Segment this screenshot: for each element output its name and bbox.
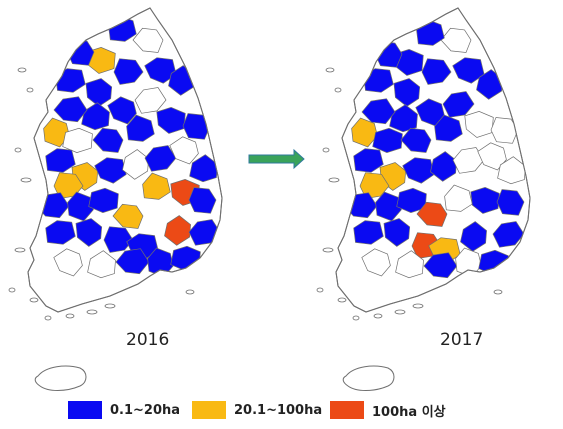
map-2016-region [144,145,177,172]
map-2017-region [372,127,403,153]
map-2017-island [322,247,334,253]
map-2016-region [182,113,211,140]
legend-swatch-large [330,401,364,419]
map-2016-region [107,96,137,125]
map-2017 [316,7,531,391]
map-2017-region [361,248,391,277]
map-2017-island [316,287,324,293]
map-2017-region [496,189,525,216]
map-2017-island [325,67,335,73]
year-label-2017: 2017 [440,330,484,350]
map-2017-island [394,309,406,315]
map-2017-region [361,98,396,125]
map-2016-region [92,127,124,153]
map-2016-island [14,247,26,253]
legend-item-large: 100ha 이상 [330,400,446,420]
map-2017-region [492,221,525,248]
map-2016-region [132,27,164,53]
map-2016-region [62,127,93,153]
map-2016-island [104,303,116,309]
map-2017-island [412,303,424,309]
map-2016-region [103,226,134,253]
map-2016-region [142,172,171,200]
map-2016-region [45,148,76,173]
map-2016-region [75,218,103,247]
map-2016-island [65,313,75,319]
map-2017-region [434,114,463,142]
legend-label-small: 0.1~20ha [110,402,181,418]
legend-label-medium: 20.1~100ha [234,402,323,418]
map-2017-island [493,289,503,295]
map-2016-region [126,114,155,142]
map-2017-region [400,127,432,153]
map-2016-island [29,297,39,303]
map-2016 [8,7,223,391]
map-2017-island [334,87,342,93]
map-2017-region [383,218,411,247]
map-2016-region [94,157,127,184]
map-2017-region [353,220,384,245]
map-2017-region [421,58,452,85]
map-2016-region [87,250,116,279]
legend-swatch-medium [192,401,226,419]
map-2016-region [115,248,150,275]
map-2017-region [353,148,384,173]
map-2017-island [337,297,347,303]
map-2017-region [359,172,390,199]
map-2017-island [328,177,340,183]
map-2017-region [395,250,424,279]
map-2016-region [113,58,144,85]
map-2016-region [43,117,70,148]
map-2017-region [351,117,378,148]
map-2016-region [45,220,76,245]
legend-swatch-small [68,401,102,419]
map-2017-region [477,142,507,171]
map-2016-jeju-island [34,365,87,391]
map-2016-island [86,309,98,315]
map-2017-island [322,147,330,153]
map-2017-jeju-island [342,365,395,391]
map-2016-region [144,57,177,84]
map-2017-region [470,187,500,214]
map-2016-island [20,177,32,183]
map-2016-island [14,147,22,153]
map-2016-region [188,187,217,214]
map-2017-region [396,187,427,213]
map-2016-island [26,87,34,93]
map-2017-region [452,57,485,84]
map-2016-region [169,136,199,165]
map-2016-island [17,67,27,73]
map-2016-region [53,96,88,123]
map-2017-region [464,111,494,138]
map-2017-region [402,157,435,184]
legend-item-small: 0.1~20ha [68,400,180,420]
map-2016-region [164,215,191,246]
map-2017-region [444,184,473,212]
right-arrow-icon [248,148,305,170]
map-2017-region [416,201,448,227]
map-2016-region [112,203,144,229]
map-2017-region [452,147,485,174]
map-2016-region [134,87,167,114]
map-2016-island [185,289,195,295]
year-label-2016: 2016 [126,330,170,350]
legend-item-medium: 20.1~100ha [192,400,322,420]
map-2017-island [352,315,360,321]
map-2016-region [156,107,186,134]
map-2016-island [44,315,52,321]
map-2017-island [373,313,383,319]
map-2017-region [490,117,519,144]
legend-label-large: 100ha 이상 [372,404,446,420]
map-2016-island [8,287,16,293]
map-2017-region [423,252,458,279]
map-2016-region [53,248,83,277]
map-2017-region [442,91,475,118]
map-2016-region [88,187,119,213]
